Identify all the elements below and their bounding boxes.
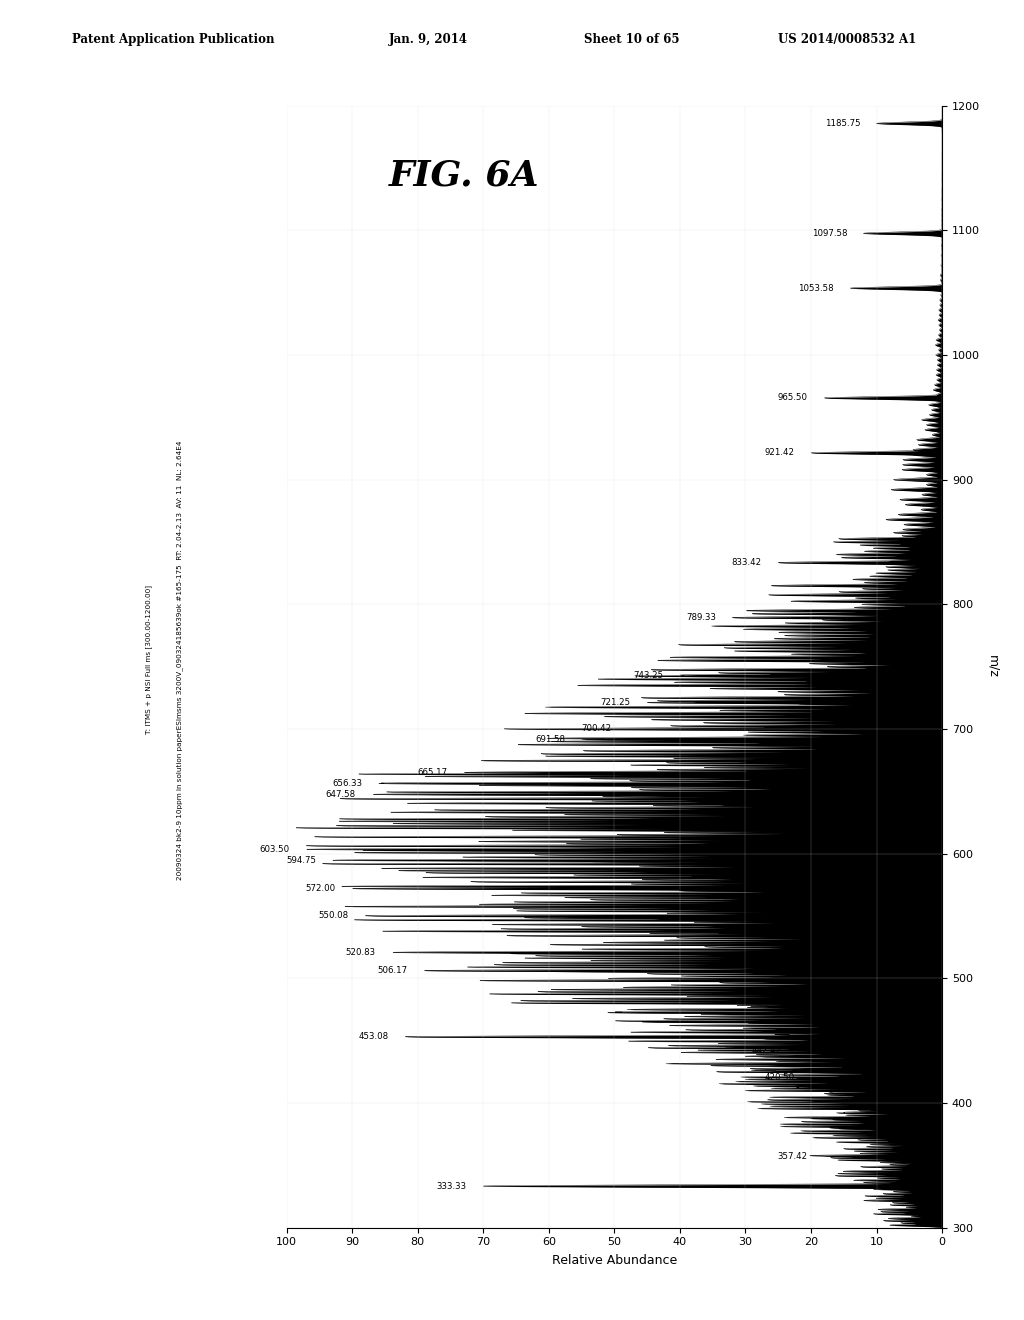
Text: 550.08: 550.08	[318, 911, 349, 920]
Text: Jan. 9, 2014: Jan. 9, 2014	[389, 33, 468, 46]
Text: 603.50: 603.50	[260, 845, 290, 854]
Text: 1053.58: 1053.58	[799, 284, 834, 293]
Text: 665.17: 665.17	[417, 768, 447, 777]
X-axis label: Relative Abundance: Relative Abundance	[552, 1254, 677, 1267]
Text: US 2014/0008532 A1: US 2014/0008532 A1	[778, 33, 916, 46]
Text: 20090324 bk2-9 10ppm in solution paperESImsms 3200V_090324185639ok #165-175  RT:: 20090324 bk2-9 10ppm in solution paperES…	[176, 441, 182, 879]
Text: 420.50: 420.50	[765, 1073, 795, 1082]
Text: 833.42: 833.42	[732, 558, 762, 568]
Text: Patent Application Publication: Patent Application Publication	[72, 33, 274, 46]
Text: 700.42: 700.42	[581, 723, 611, 733]
Text: 656.33: 656.33	[332, 779, 362, 788]
Text: 453.08: 453.08	[358, 1032, 388, 1041]
Text: 921.42: 921.42	[765, 449, 795, 458]
Text: 1185.75: 1185.75	[824, 119, 860, 128]
Text: 506.17: 506.17	[378, 966, 408, 975]
Text: 594.75: 594.75	[287, 855, 316, 865]
Text: 333.33: 333.33	[437, 1181, 467, 1191]
Text: Sheet 10 of 65: Sheet 10 of 65	[584, 33, 679, 46]
Text: 357.42: 357.42	[777, 1151, 808, 1160]
Y-axis label: m/z: m/z	[986, 655, 999, 678]
Text: 721.25: 721.25	[601, 698, 631, 708]
Text: T: ITMS + p NSI Full ms [300.00-1200.00]: T: ITMS + p NSI Full ms [300.00-1200.00]	[145, 586, 152, 734]
Text: 520.83: 520.83	[345, 948, 375, 957]
Text: 1097.58: 1097.58	[812, 228, 847, 238]
Text: 691.58: 691.58	[536, 735, 565, 744]
Text: 743.25: 743.25	[634, 671, 664, 680]
Text: 442.42: 442.42	[752, 1045, 781, 1055]
Text: FIG. 6A: FIG. 6A	[389, 158, 540, 193]
Text: 572.00: 572.00	[306, 884, 336, 894]
Text: 965.50: 965.50	[778, 393, 808, 403]
Text: 789.33: 789.33	[686, 612, 716, 622]
Text: 647.58: 647.58	[326, 789, 355, 799]
